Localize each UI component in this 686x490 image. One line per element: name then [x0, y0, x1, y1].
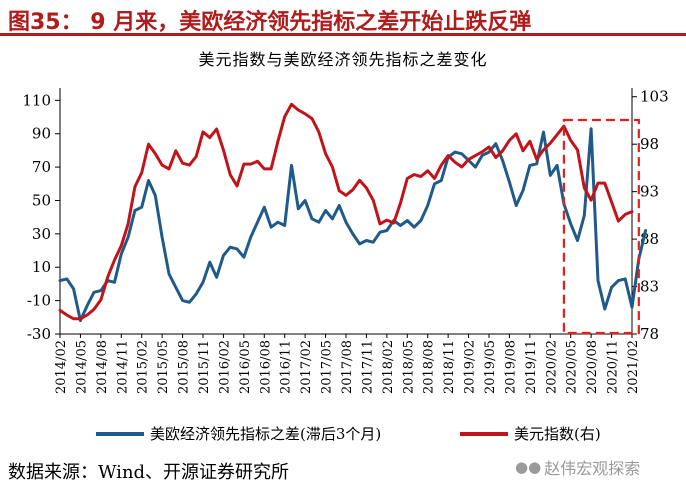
wechat-icon: ●●: [515, 458, 542, 476]
x-tick-label: 2015/08: [177, 340, 192, 394]
x-tick-label: 2014/05: [74, 340, 89, 394]
y-left-tick-label: 10: [32, 258, 51, 276]
x-tick-label: 2021/02: [626, 340, 641, 394]
watermark: ●● 赵伟宏观探索: [515, 455, 640, 479]
highlight-box: [562, 118, 640, 335]
x-tick-label: 2015/05: [156, 340, 171, 394]
x-tick-label: 2019/11: [524, 340, 539, 394]
y-left-tick-label: 110: [22, 91, 51, 109]
legend-label-dxy: 美元指数(右): [514, 425, 601, 443]
x-tick-label: 2020/02: [544, 340, 559, 394]
legend-item-diff: 美欧经济领先指标之差(滞后3个月): [96, 423, 381, 444]
x-tick-label: 2020/05: [565, 340, 580, 394]
y-right-tick-label: 83: [640, 278, 659, 296]
x-tick-label: 2015/02: [136, 340, 151, 394]
y-left-tick-label: 30: [32, 225, 51, 243]
x-tick-label: 2017/11: [360, 340, 375, 394]
x-tick-label: 2018/11: [442, 340, 457, 394]
x-tick-label: 2017/02: [299, 340, 314, 394]
x-tick-label: 2016/08: [258, 340, 273, 394]
x-tick-label: 2014/08: [95, 340, 110, 394]
x-tick-label: 2018/08: [422, 340, 437, 394]
y-right-tick-label: 93: [640, 183, 659, 201]
y-left-tick-label: 50: [32, 191, 51, 209]
source-note: 数据来源：Wind、开源证券研究所: [8, 462, 290, 483]
x-tick-label: 2017/05: [320, 340, 335, 394]
watermark-text: 赵伟宏观探索: [544, 459, 641, 478]
series-line-dxy: [58, 102, 634, 321]
legend-swatch-diff: [96, 431, 144, 436]
y-left-tick-label: -10: [27, 292, 51, 310]
series-line-diff: [58, 127, 648, 323]
chart-title: 美元指数与美欧经济领先指标之差变化: [198, 50, 488, 69]
x-tick-label: 2018/05: [401, 340, 416, 394]
figure-title: 图35： 9 月来，美欧经济领先指标之差开始止跌反弹: [0, 0, 686, 36]
x-tick-label: 2016/02: [217, 340, 232, 394]
y-right-tick-label: 98: [640, 135, 659, 153]
x-tick-label: 2018/02: [381, 340, 396, 394]
legend-item-dxy: 美元指数(右): [460, 423, 601, 444]
x-tick-label: 2019/02: [463, 340, 478, 394]
y-left-tick-label: -30: [27, 325, 51, 343]
y-left-tick-label: 90: [32, 125, 51, 143]
chart-legend: 美欧经济领先指标之差(滞后3个月) 美元指数(右): [0, 423, 686, 447]
x-tick-label: 2020/08: [585, 340, 600, 394]
legend-label-diff: 美欧经济领先指标之差(滞后3个月): [150, 425, 382, 443]
x-tick-label: 2014/02: [54, 340, 69, 394]
x-tick-label: 2019/08: [503, 340, 518, 394]
x-tick-label: 2017/08: [340, 340, 355, 394]
x-tick-label: 2020/11: [606, 340, 621, 394]
legend-swatch-dxy: [460, 431, 508, 436]
x-tick-label: 2019/05: [483, 340, 498, 394]
x-tick-label: 2014/11: [115, 340, 130, 394]
x-tick-label: 2016/05: [238, 340, 253, 394]
y-left-tick-label: 70: [32, 158, 51, 176]
y-right-tick-label: 103: [640, 88, 669, 106]
x-tick-label: 2015/11: [197, 340, 212, 394]
x-tick-label: 2016/11: [279, 340, 294, 394]
y-right-tick-label: 78: [640, 325, 659, 343]
